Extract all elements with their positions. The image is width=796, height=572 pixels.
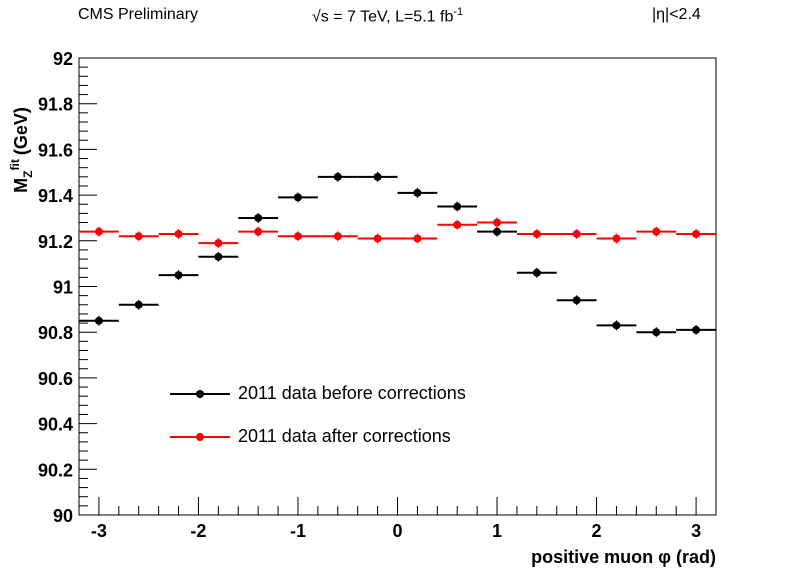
y-tick-label: 90.6: [38, 369, 73, 389]
data-series: [79, 171, 716, 338]
x-tick-label: 0: [392, 521, 402, 541]
y-axis-title-unit: (GeV): [11, 107, 31, 155]
cms-preliminary-label: CMS Preliminary: [78, 6, 199, 23]
data-point-before: [373, 172, 382, 181]
data-point-before: [413, 188, 422, 197]
data-point-before: [532, 268, 541, 277]
data-point-before: [254, 213, 263, 222]
y-axis-title-sup: fit: [8, 159, 22, 170]
data-point-before: [652, 328, 661, 337]
data-point-before: [174, 271, 183, 280]
data-point-after: [612, 234, 621, 243]
legend-line-before: [170, 390, 230, 398]
data-point-after: [453, 220, 462, 229]
data-point-before: [612, 321, 621, 330]
data-point-after: [692, 229, 701, 238]
legend-label-before: 2011 data before corrections: [238, 383, 466, 403]
x-axis: -3 -2 -1 0 1 2 3: [78, 497, 717, 541]
x-tick-label: 2: [592, 521, 602, 541]
y-axis-title-sub: Z: [21, 171, 35, 178]
x-tick-label: 3: [691, 521, 701, 541]
x-tick-label: 1: [492, 521, 502, 541]
x-tick-label: -2: [190, 521, 206, 541]
data-point-before: [214, 252, 223, 261]
data-point-after: [532, 229, 541, 238]
data-point-before: [453, 202, 462, 211]
eta-cut-label: |η|<2.4: [652, 6, 701, 23]
y-tick-label: 91: [53, 278, 73, 298]
y-tick-label: 91.8: [38, 95, 73, 115]
y-tick-label: 92: [53, 49, 73, 69]
legend-line-after: [170, 433, 230, 441]
data-point-after: [373, 234, 382, 243]
data-point-after: [333, 232, 342, 241]
energy-luminosity-label: √s = 7 TeV, L=5.1 fb-1: [312, 6, 463, 26]
y-tick-label: 91.4: [38, 186, 73, 206]
data-point-after: [413, 234, 422, 243]
x-tick-label: -3: [91, 521, 107, 541]
y-tick-label: 91.6: [38, 140, 73, 160]
data-point-after: [134, 232, 143, 241]
data-point-after: [214, 239, 223, 248]
y-axis-title-main: M: [11, 178, 31, 193]
data-point-before: [134, 300, 143, 309]
x-axis-title: positive muon φ (rad): [531, 547, 716, 567]
data-point-after: [94, 227, 103, 236]
y-tick-label: 90.2: [38, 460, 73, 480]
y-tick-label: 90.4: [38, 415, 73, 435]
data-point-before: [293, 193, 302, 202]
data-point-after: [254, 227, 263, 236]
data-point-before: [94, 316, 103, 325]
data-point-before: [572, 296, 581, 305]
data-point-before: [333, 172, 342, 181]
y-tick-label: 90.8: [38, 323, 73, 343]
data-point-before: [692, 325, 701, 334]
y-axis-title: MZfit (GeV): [8, 107, 35, 193]
data-point-after: [572, 229, 581, 238]
data-point-after: [293, 232, 302, 241]
data-point-after: [493, 218, 502, 227]
energy-luminosity-text: √s = 7 TeV, L=5.1 fb: [312, 8, 454, 26]
data-point-after: [174, 229, 183, 238]
y-tick-label: 91.2: [38, 232, 73, 252]
x-tick-label: -1: [290, 521, 306, 541]
y-axis: 90 90.2 90.4 90.6 90.8 91 91.2 91.4 91.6 91.8 92: [38, 49, 97, 526]
luminosity-exponent: -1: [453, 6, 464, 18]
legend-label-after: 2011 data after corrections: [238, 426, 451, 446]
y-tick-label: 90: [53, 506, 73, 526]
data-point-before: [493, 227, 502, 236]
data-point-after: [652, 227, 661, 236]
